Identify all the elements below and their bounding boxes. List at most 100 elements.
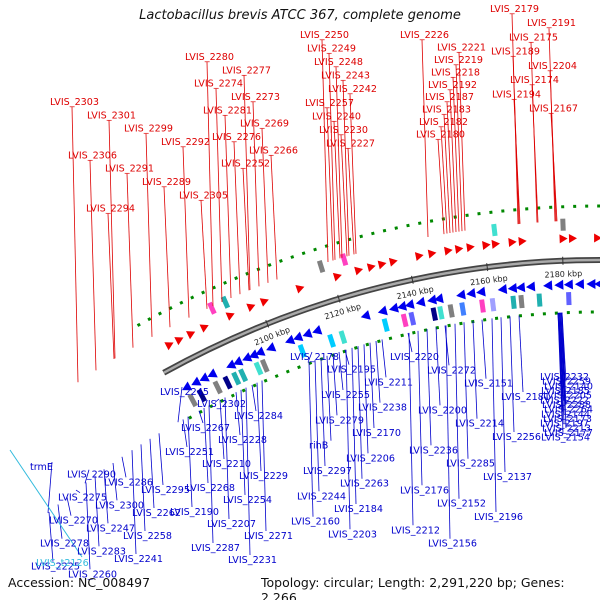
forward-gene-label[interactable]: LVIS_2252 [221,159,270,170]
forward-gene-label[interactable]: LVIS_2227 [326,138,375,149]
reverse-gene-label[interactable]: LVIS_2190 [170,507,219,518]
reverse-gene-label[interactable]: LVIS_2236 [409,445,458,456]
reverse-gene-label[interactable]: LVIS_2178 [290,352,339,363]
reverse-gene-label[interactable]: LVIS_2170 [352,428,401,439]
forward-gene-label[interactable]: LVIS_2180 [416,130,465,141]
reverse-gene-label[interactable]: LVIS_2290 [67,470,116,481]
reverse-feature-block[interactable] [327,333,336,348]
reverse-feature-block[interactable] [196,388,208,403]
reverse-gene-label[interactable]: LVIS_2286 [104,477,153,488]
forward-gene-arrow[interactable] [568,234,577,244]
forward-gene-label[interactable]: LVIS_2175 [509,32,558,43]
forward-gene-arrow[interactable] [454,244,464,254]
forward-gene-label[interactable]: LVIS_2305 [179,190,228,201]
forward-gene-label[interactable]: LVIS_2303 [50,97,99,108]
reverse-gene-arrow[interactable] [415,296,426,309]
forward-gene-label[interactable]: LVIS_2242 [328,84,377,95]
reverse-feature-block[interactable] [381,318,390,333]
forward-gene-arrow[interactable] [388,256,399,267]
forward-feature-block[interactable] [491,223,498,237]
forward-gene-arrow[interactable] [186,328,197,340]
reverse-feature-block[interactable] [479,299,486,313]
reverse-gene-label[interactable]: LVIS_2205 [543,391,592,402]
forward-gene-arrow[interactable] [295,282,305,294]
reverse-feature-block[interactable] [459,302,467,316]
reverse-gene-label[interactable]: LVIS_2156 [428,539,477,550]
reverse-feature-block[interactable] [222,375,233,390]
forward-gene-label[interactable]: LVIS_2289 [142,177,191,188]
reverse-gene-arrow[interactable] [311,325,323,337]
reverse-gene-label[interactable]: LVIS_2200 [418,405,467,416]
forward-gene-arrow[interactable] [518,236,527,247]
reverse-feature-block[interactable] [489,297,497,312]
reverse-gene-label[interactable]: LVIS_2272 [427,365,476,376]
reverse-gene-label[interactable]: LVIS_2247 [86,523,135,534]
forward-gene-label[interactable]: LVIS_2219 [434,55,483,66]
reverse-gene-label[interactable]: LVIS_2207 [207,519,256,530]
forward-gene-label[interactable]: LVIS_2280 [185,52,234,63]
reverse-gene-label[interactable]: LVIS_2295 [141,485,190,496]
forward-gene-label[interactable]: LVIS_2174 [510,75,559,86]
reverse-gene-label[interactable]: LVIS_2231 [228,555,277,566]
rna-gene-label[interactable]: LVIS_t2126 [36,558,89,569]
reverse-gene-arrow[interactable] [388,302,399,315]
reverse-gene-label[interactable]: LVIS_2232 [540,372,589,383]
reverse-gene-label[interactable]: rihB [309,441,328,452]
reverse-gene-label[interactable]: LVIS_2220 [390,352,439,363]
forward-feature-block[interactable] [207,301,217,315]
forward-gene-label[interactable]: LVIS_2273 [231,92,280,103]
reverse-gene-label[interactable]: LVIS_2214 [455,419,504,430]
reverse-gene-label[interactable]: LVIS_2297 [303,466,352,477]
forward-feature-block[interactable] [316,260,326,273]
reverse-gene-label[interactable]: LVIS_2140 [544,381,593,392]
forward-gene-label[interactable]: LVIS_2194 [492,89,541,100]
reverse-gene-label[interactable]: LVIS_2263 [340,479,389,490]
reverse-gene-label[interactable]: LVIS_2238 [358,403,407,414]
forward-gene-arrow[interactable] [427,248,438,259]
reverse-gene-arrow[interactable] [515,282,526,293]
reverse-gene-label[interactable]: LVIS_2184 [334,504,383,515]
reverse-gene-arrow[interactable] [507,282,518,294]
forward-gene-label[interactable]: LVIS_2230 [319,125,368,136]
forward-gene-label[interactable]: LVIS_2226 [400,30,449,41]
reverse-gene-arrow[interactable] [455,289,466,301]
reverse-gene-label[interactable]: trmE [30,462,53,473]
reverse-gene-label[interactable]: LVIS_2302 [197,399,246,410]
reverse-feature-block[interactable] [408,311,417,326]
reverse-gene-label[interactable]: LVIS_2258 [123,531,172,542]
reverse-gene-label[interactable]: LVIS_2154 [541,433,590,444]
reverse-gene-label[interactable]: LVIS_2144 [541,409,590,420]
forward-gene-label[interactable]: LVIS_2240 [312,111,361,122]
reverse-feature-block[interactable] [297,344,307,358]
reverse-gene-label[interactable]: LVIS_2251 [165,447,214,458]
reverse-gene-arrow[interactable] [554,279,564,290]
reverse-gene-label[interactable]: LVIS_2262 [132,508,181,519]
reverse-gene-arrow[interactable] [396,300,408,313]
forward-gene-label[interactable]: LVIS_2250 [300,30,349,41]
forward-gene-label[interactable]: LVIS_2192 [428,80,477,91]
reverse-gene-arrow[interactable] [404,299,415,311]
forward-gene-label[interactable]: LVIS_2274 [194,79,243,90]
reverse-gene-label[interactable]: LVIS_2287 [191,543,240,554]
reverse-gene-label[interactable]: LVIS_2222 [540,395,589,406]
forward-gene-arrow[interactable] [414,251,425,261]
reverse-gene-arrow[interactable] [497,284,508,295]
reverse-gene-label[interactable]: LVIS_2210 [202,459,251,470]
reverse-gene-label[interactable]: LVIS_2255 [321,390,370,401]
reverse-gene-label[interactable]: LVIS_2185 [541,386,590,397]
reverse-gene-label[interactable]: LVIS_2264 [544,405,593,416]
reverse-gene-arrow[interactable] [205,368,218,381]
forward-gene-arrow[interactable] [444,245,453,256]
forward-gene-label[interactable]: LVIS_2301 [87,110,136,121]
forward-gene-label[interactable]: LVIS_2292 [161,137,210,148]
forward-gene-label[interactable]: LVIS_2243 [321,71,370,82]
forward-gene-label[interactable]: LVIS_2266 [249,145,298,156]
forward-gene-label[interactable]: LVIS_2204 [528,61,577,72]
reverse-gene-label[interactable]: LVIS_2284 [234,411,283,422]
reverse-feature-block[interactable] [400,313,409,328]
forward-feature-block[interactable] [220,295,231,309]
reverse-gene-arrow[interactable] [574,279,585,290]
forward-gene-arrow[interactable] [199,321,211,333]
reverse-gene-label[interactable]: LVIS_2206 [346,453,395,464]
